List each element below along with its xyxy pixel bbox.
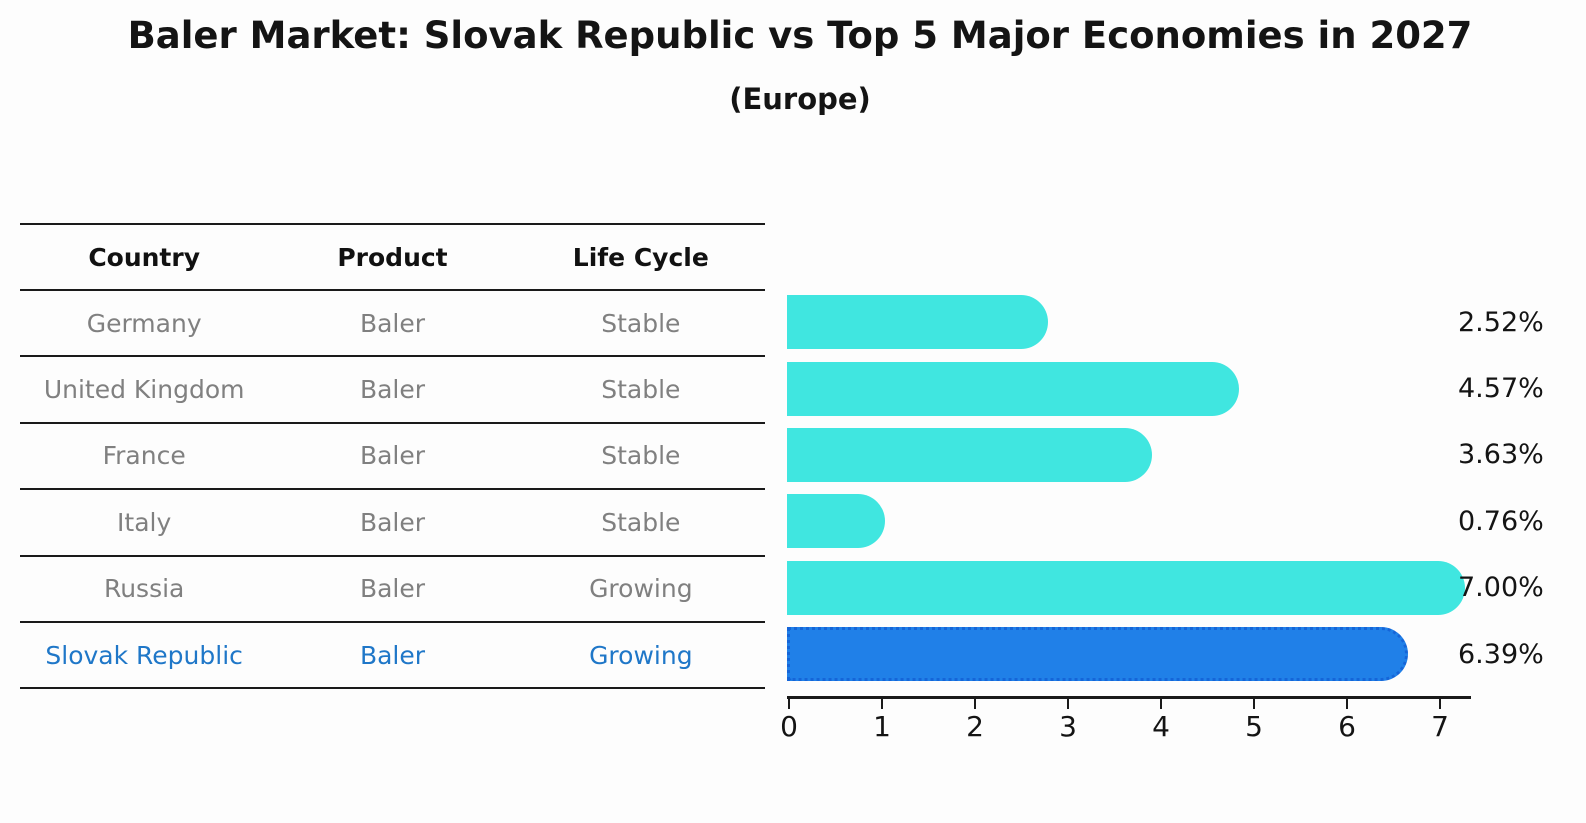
bar-russia <box>787 560 1465 615</box>
x-tick-label: 5 <box>1245 710 1263 743</box>
cell-lifecycle: Growing <box>589 574 693 604</box>
x-tick <box>881 699 883 709</box>
x-axis-line <box>787 696 1471 699</box>
value-label: 7.00% <box>1458 572 1544 604</box>
cell-product: Baler <box>359 308 426 338</box>
x-tick <box>974 699 976 709</box>
col-header-country: Country <box>88 242 201 272</box>
table-header-row: Country Product Life Cycle <box>20 225 765 291</box>
x-tick-label: 6 <box>1338 710 1356 743</box>
cell-country: Slovak Republic <box>45 640 243 670</box>
value-label: 6.39% <box>1458 638 1544 670</box>
cell-country: Russia <box>103 574 185 604</box>
col-header-product: Product <box>337 242 448 272</box>
cell-country: Germany <box>86 308 202 338</box>
bar-slovak-republic <box>787 627 1409 682</box>
table-row: United Kingdom Baler Stable <box>20 357 765 424</box>
cell-product: Baler <box>359 375 426 405</box>
x-tick-label: 3 <box>1059 710 1077 743</box>
x-tick <box>788 699 790 709</box>
cell-lifecycle: Stable <box>601 375 681 405</box>
x-tick-label: 1 <box>873 710 891 743</box>
cell-product: Baler <box>359 574 426 604</box>
table-row: Italy Baler Stable <box>20 490 765 557</box>
x-tick-label: 0 <box>780 710 798 743</box>
x-tick-label: 4 <box>1152 710 1170 743</box>
value-label: 0.76% <box>1458 505 1544 537</box>
cell-country: Italy <box>117 507 172 537</box>
bar-germany <box>787 295 1049 350</box>
cell-product: Baler <box>359 640 426 670</box>
cell-country: United Kingdom <box>43 375 245 405</box>
value-label: 4.57% <box>1458 373 1544 405</box>
chart-subtitle: (Europe) <box>729 82 871 116</box>
table-row-highlighted: Slovak Republic Baler Growing <box>20 623 765 690</box>
cell-lifecycle: Stable <box>601 308 681 338</box>
bar-italy <box>787 494 885 549</box>
value-label: 2.52% <box>1458 306 1544 338</box>
x-tick <box>1439 699 1441 709</box>
x-tick <box>1160 699 1162 709</box>
cell-product: Baler <box>359 441 426 471</box>
x-tick <box>1253 699 1255 709</box>
table-row: Germany Baler Stable <box>20 291 765 358</box>
cell-lifecycle: Stable <box>601 441 681 471</box>
x-axis: 0 1 2 3 4 5 6 7 <box>780 696 1471 756</box>
bar-united-kingdom <box>787 361 1239 416</box>
cell-lifecycle: Stable <box>601 507 681 537</box>
chart-title: Baler Market: Slovak Republic vs Top 5 M… <box>127 14 1473 57</box>
bar-france <box>787 427 1152 482</box>
table-row: Russia Baler Growing <box>20 557 765 623</box>
cell-product: Baler <box>359 507 426 537</box>
cell-country: France <box>102 441 186 471</box>
col-header-lifecycle: Life Cycle <box>572 242 709 272</box>
value-label: 3.63% <box>1458 439 1544 471</box>
value-label-column: 2.52% 4.57% 3.63% 0.76% 7.00% 6.39% <box>1458 289 1578 687</box>
bar-plot-area <box>787 289 1471 687</box>
cell-lifecycle: Growing <box>589 640 693 670</box>
x-tick <box>1067 699 1069 709</box>
x-tick <box>1346 699 1348 709</box>
country-table: Country Product Life Cycle Germany Baler… <box>20 223 765 690</box>
table-row: France Baler Stable <box>20 424 765 491</box>
x-tick-label: 7 <box>1431 710 1449 743</box>
x-tick-label: 2 <box>966 710 984 743</box>
